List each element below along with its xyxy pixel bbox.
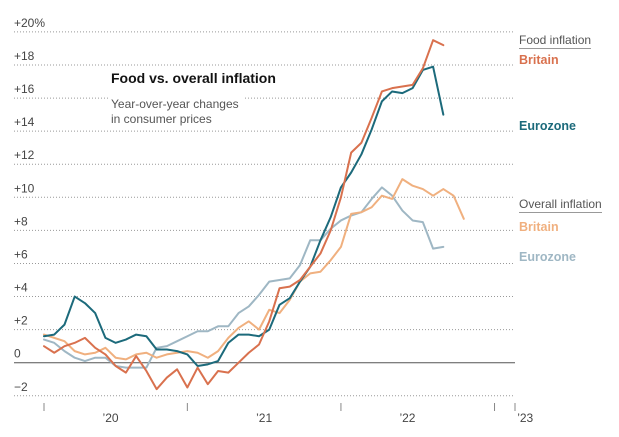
y-tick-label: 0 [14,347,21,361]
y-tick-label: +18 [14,49,35,63]
gridlines [14,31,515,397]
y-tick-label: +12 [14,148,35,162]
overall-inflation-britain-line [43,178,465,361]
x-tick-label: ’20 [103,411,119,425]
y-tick-label: +10 [14,181,35,195]
x-tick-label: ’22 [399,411,415,425]
y-tick-label: +20% [14,16,45,30]
food-britain-label: Britain [519,53,559,67]
y-tick-label: +8 [14,214,28,228]
food-eurozone-label: Eurozone [519,119,576,133]
food-inflation-eurozone-line [43,65,445,367]
chart-title: Food vs. overall inflation [109,70,278,86]
x-tick-label: ’21 [256,411,272,425]
y-tick-label: +2 [14,314,28,328]
overall-britain-label: Britain [519,220,559,234]
food-inflation-group-label: Food inflation [519,33,592,49]
overall-inflation-eurozone-line [43,186,445,369]
x-tick-label: ’23 [517,411,533,425]
y-axis-tick-labels: +20% +18 +16 +14 +12 +10 +8 +6 +4 +2 0 −2 [14,16,45,394]
chart-subtitle: Year-over-year changes in consumer price… [109,97,243,127]
y-tick-label: +4 [14,281,28,295]
series-lines [43,39,465,391]
x-axis: ’20 ’21 ’22 ’23 [43,403,534,425]
y-tick-label: +14 [14,115,35,129]
y-tick-label: −2 [14,380,28,394]
y-tick-label: +6 [14,247,28,261]
overall-inflation-group-label: Overall inflation [519,197,602,213]
y-tick-label: +16 [14,82,35,96]
overall-eurozone-label: Eurozone [519,250,576,264]
food-inflation-britain-line [43,39,445,391]
